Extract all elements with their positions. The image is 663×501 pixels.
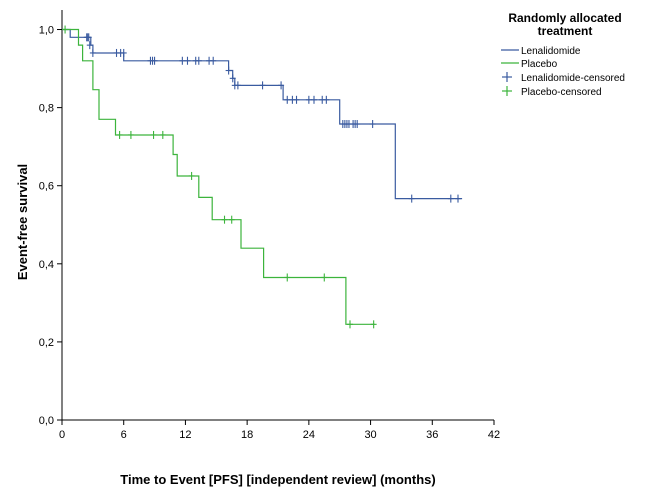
- x-tick-label: 0: [59, 429, 65, 441]
- censor-mark-lenalidomide: [225, 66, 232, 75]
- censor-mark-placebo: [284, 273, 291, 282]
- y-axis-ticks: 0,0 0,2 0,4 0,6 0,8 1,0: [39, 25, 62, 427]
- y-tick-label: 0,4: [39, 259, 54, 271]
- censor-mark-placebo: [159, 130, 166, 139]
- x-axis-title: Time to Event [PFS] [independent review]…: [120, 472, 435, 487]
- y-tick-label: 0,8: [39, 103, 54, 115]
- censor-mark-lenalidomide: [86, 41, 93, 50]
- legend-label-lenalidomide-censored: Lenalidomide-censored: [521, 73, 625, 84]
- legend-marker-lenalidomide-censored: [502, 72, 512, 82]
- legend-label-placebo-censored: Placebo-censored: [521, 87, 602, 98]
- legend-label-lenalidomide: Lenalidomide: [521, 46, 581, 57]
- survival-curve-lenalidomide: [62, 28, 463, 200]
- censor-mark-placebo: [62, 25, 69, 34]
- censor-mark-lenalidomide: [354, 120, 361, 129]
- censor-mark-lenalidomide: [305, 95, 312, 104]
- x-tick-label: 42: [488, 429, 500, 441]
- censor-mark-placebo: [116, 130, 123, 139]
- plot-frame: [61, 10, 494, 421]
- censor-mark-lenalidomide: [311, 95, 317, 104]
- legend-title-line-1: Randomly allocated: [508, 11, 621, 25]
- censor-mark-lenalidomide: [259, 81, 266, 90]
- censor-mark-placebo: [228, 215, 235, 224]
- x-tick-label: 12: [179, 429, 191, 441]
- censor-mark-lenalidomide: [293, 95, 300, 104]
- legend-label-placebo: Placebo: [521, 59, 558, 70]
- censor-mark-placebo: [150, 130, 157, 139]
- y-axis-title: Event-free survival: [15, 164, 30, 280]
- censor-mark-lenalidomide: [369, 120, 376, 129]
- censor-mark-placebo: [321, 273, 328, 282]
- legend-title-line-2: treatment: [538, 24, 593, 38]
- x-tick-label: 24: [303, 429, 315, 441]
- survival-curve-placebo: [62, 28, 375, 325]
- y-tick-label: 0,0: [39, 415, 54, 427]
- censor-mark-lenalidomide: [323, 95, 330, 104]
- censor-mark-placebo: [221, 215, 228, 224]
- censor-mark-lenalidomide: [89, 48, 96, 57]
- censor-mark-lenalidomide: [195, 56, 202, 65]
- x-tick-label: 36: [426, 429, 438, 441]
- y-tick-label: 0,6: [39, 181, 54, 193]
- x-tick-label: 18: [241, 429, 253, 441]
- censor-mark-placebo: [347, 320, 353, 329]
- censor-mark-lenalidomide: [151, 56, 158, 65]
- censor-mark-lenalidomide: [184, 56, 191, 65]
- censor-mark-lenalidomide: [278, 81, 285, 90]
- series-layer: [62, 25, 463, 329]
- censor-mark-lenalidomide: [179, 56, 186, 65]
- x-tick-label: 6: [121, 429, 127, 441]
- y-tick-label: 0,2: [39, 337, 54, 349]
- censor-mark-lenalidomide: [447, 194, 454, 203]
- x-axis-ticks: 0 6 12 18 24 30 36 42: [59, 420, 500, 441]
- censor-mark-lenalidomide: [408, 194, 415, 203]
- censor-mark-placebo: [188, 171, 195, 180]
- legend: Randomly allocated treatment Lenalidomid…: [501, 11, 625, 98]
- censor-mark-lenalidomide: [284, 95, 291, 104]
- censor-mark-placebo: [370, 320, 377, 329]
- x-tick-label: 30: [364, 429, 376, 441]
- censor-mark-lenalidomide: [455, 194, 461, 203]
- censor-mark-placebo: [127, 130, 134, 139]
- censor-mark-lenalidomide: [234, 81, 241, 90]
- censor-mark-lenalidomide: [229, 74, 236, 83]
- censor-mark-lenalidomide: [210, 56, 217, 65]
- censor-mark-lenalidomide: [120, 48, 127, 57]
- legend-marker-placebo-censored: [502, 86, 512, 96]
- censor-mark-lenalidomide: [85, 33, 92, 42]
- y-tick-label: 1,0: [39, 25, 54, 37]
